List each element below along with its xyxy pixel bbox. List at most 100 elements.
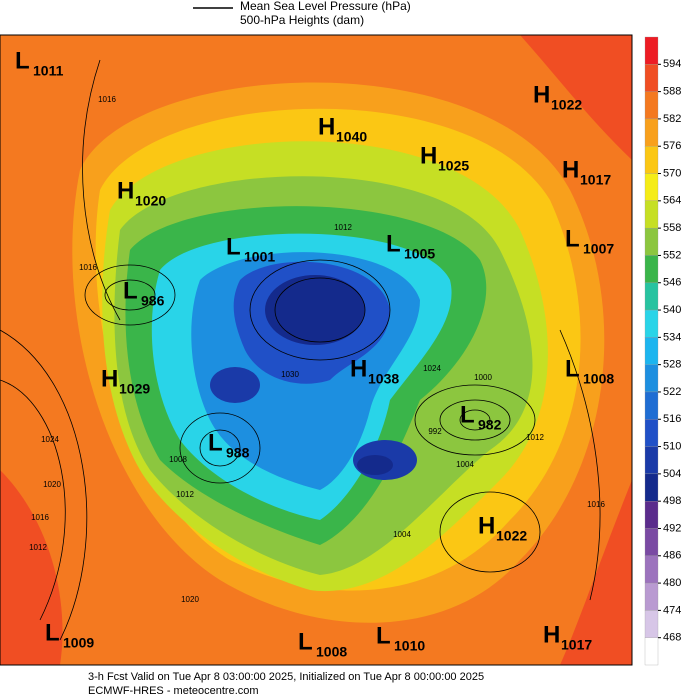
- contour-label: 1030: [281, 370, 299, 379]
- colorbar-label: 534: [663, 331, 681, 343]
- map: [0, 35, 632, 665]
- height-field: [265, 275, 365, 345]
- colorbar-band: [644, 419, 659, 447]
- pressure-center-type: H: [318, 113, 335, 140]
- pressure-center-value: 1017: [580, 172, 611, 188]
- colorbar-label: 480: [663, 577, 681, 589]
- contour-label: 1012: [176, 490, 194, 499]
- contour-label: 1012: [334, 223, 352, 232]
- colorbar-band: [644, 146, 659, 174]
- contour-label: 1012: [29, 543, 47, 552]
- colorbar-label: 570: [663, 167, 681, 179]
- colorbar-label: 576: [663, 140, 681, 152]
- pressure-center-type: L: [123, 277, 138, 304]
- colorbar-band: [644, 36, 659, 65]
- pressure-center-value: 1022: [496, 528, 527, 544]
- colorbar-label: 522: [663, 386, 681, 398]
- colorbar: 594 588 582 576 570 564 558 552 546 540 534 528 522 5…: [644, 36, 681, 666]
- pressure-center-value: 1009: [63, 635, 94, 651]
- colorbar-label: 582: [663, 113, 681, 125]
- height-field: [0, 470, 63, 665]
- pressure-center-type: L: [15, 47, 30, 74]
- pressure-center-type: L: [386, 230, 401, 257]
- pressure-center-value: 1038: [368, 371, 399, 387]
- height-field: [210, 367, 260, 403]
- footer-line: 3-h Fcst Valid on Tue Apr 8 03:00:00 202…: [88, 671, 484, 683]
- pressure-center-type: L: [565, 225, 580, 252]
- colorbar-band: [644, 501, 659, 529]
- pressure-center-type: H: [350, 355, 367, 382]
- contour-label: 1016: [79, 263, 97, 272]
- pressure-center-value: 1007: [583, 241, 614, 257]
- pressure-center-value: 1011: [33, 63, 64, 79]
- colorbar-label: 552: [663, 249, 681, 261]
- colorbar-label: 492: [663, 522, 681, 534]
- pressure-center-value: 1001: [244, 249, 275, 265]
- isobars: [0, 59, 601, 641]
- colorbar-band: [644, 528, 659, 556]
- colorbar-label: 540: [663, 304, 681, 316]
- colorbar-band: [644, 309, 659, 338]
- legend: Mean Sea Level Pressure (hPa) 500-hPa He…: [193, 0, 411, 27]
- colorbar-band: [644, 227, 659, 256]
- pressure-center-value: 988: [226, 445, 250, 461]
- pressure-center-value: 1020: [135, 193, 166, 209]
- colorbar-band: [644, 555, 659, 584]
- colorbar-band: [644, 364, 659, 393]
- pressure-center-type: H: [533, 81, 550, 108]
- pressure-center-type: L: [460, 401, 475, 428]
- legend-label: Mean Sea Level Pressure (hPa): [240, 0, 411, 13]
- colorbar-band: [644, 337, 659, 365]
- contour-label: 992: [428, 427, 442, 436]
- colorbar-label: 516: [663, 413, 681, 425]
- pressure-center-value: 1008: [583, 371, 614, 387]
- footer-line: ECMWF-HRES - meteocentre.com: [88, 685, 259, 697]
- pressure-center-type: L: [565, 355, 580, 382]
- pressure-center-type: L: [208, 429, 223, 456]
- colorbar-band: [644, 582, 659, 611]
- colorbar-label: 558: [663, 222, 681, 234]
- pressure-center-value: 1010: [394, 638, 425, 654]
- pressure-center-value: 1022: [551, 97, 582, 113]
- height-field: [560, 480, 632, 665]
- contour-label: 1012: [526, 433, 544, 442]
- colorbar-label: 546: [663, 277, 681, 289]
- legend-label: 500-hPa Heights (dam): [240, 13, 364, 27]
- colorbar-band: [644, 118, 659, 147]
- colorbar-label: 486: [663, 550, 681, 562]
- colorbar-label: 504: [663, 468, 681, 480]
- colorbar-band: [644, 446, 659, 475]
- pressure-center-type: L: [226, 233, 241, 260]
- colorbar-band: [644, 173, 659, 201]
- contour-label: 1024: [423, 364, 441, 373]
- map-frame: [0, 34, 633, 666]
- pressure-center-value: 1025: [438, 158, 469, 174]
- colorbar-band: [644, 200, 659, 229]
- pressure-center-type: H: [562, 156, 579, 183]
- colorbar-label: 474: [663, 604, 681, 616]
- pressure-center-type: H: [420, 142, 437, 169]
- colorbar-label: 468: [663, 632, 681, 644]
- contour-label: 1016: [31, 513, 49, 522]
- pressure-center-value: 1005: [404, 246, 435, 262]
- colorbar-label: 594: [663, 58, 681, 70]
- colorbar-band: [644, 610, 659, 638]
- pressure-center-type: L: [45, 619, 60, 646]
- colorbar-label: 588: [663, 86, 681, 98]
- contour-label: 1024: [41, 435, 59, 444]
- pressure-center-type: H: [101, 365, 118, 392]
- contour-label: 1016: [98, 95, 116, 104]
- colorbar-band: [644, 64, 659, 92]
- colorbar-band: [644, 255, 659, 283]
- colorbar-label: 564: [663, 195, 681, 207]
- colorbar-band: [644, 282, 659, 311]
- contour-label: 1020: [43, 480, 61, 489]
- contour-label: 1000: [474, 373, 492, 382]
- colorbar-label: 528: [663, 359, 681, 371]
- contour-label: 1008: [169, 455, 187, 464]
- colorbar-band: [644, 91, 659, 120]
- height-field: [357, 455, 393, 475]
- pressure-center-value: 1017: [561, 637, 592, 653]
